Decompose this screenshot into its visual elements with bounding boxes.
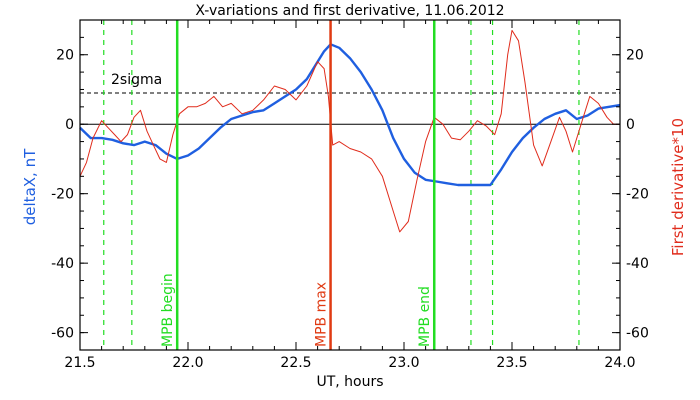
y-right-tick-label-3: -40 [626, 256, 649, 272]
x-tick-label-0: 21.5 [64, 355, 95, 371]
sigma-label: 2sigma [111, 72, 162, 88]
x-tick-label-3: 23.0 [388, 355, 419, 371]
plot-layer-events: MPB begin MPB max MPB end [160, 20, 436, 350]
event-label-0: MPB begin [160, 273, 176, 347]
series-derivative-line [79, 29, 620, 233]
y-axis-label-right: First derivative*10 [669, 118, 687, 256]
y-tick-label-1: 0 [65, 117, 74, 133]
plot-frame [79, 19, 621, 351]
y-right-tick-label-2: -20 [626, 187, 649, 203]
y-right-tick-label-0: 20 [626, 48, 644, 64]
y-tick-label-4: -60 [51, 326, 74, 342]
x-axis-label: UT, hours [316, 374, 383, 390]
plot-layer-axes: 21.5 22.0 22.5 23.0 23.5 24.0 20 0 -20 -40 -60 20 0 -… [51, 19, 649, 371]
y-tick-label-2: -20 [51, 187, 74, 203]
event-label-1: MPB max [314, 282, 330, 347]
y-tick-label-0: 20 [56, 48, 74, 64]
plot-layer-guides [80, 20, 620, 350]
x-tick-label-5: 24.0 [604, 355, 635, 371]
y-axis-label-left: deltaX, nT [21, 148, 39, 225]
y-right-tick-label-1: 0 [626, 117, 635, 133]
series-deltaX-line [79, 43, 621, 187]
y-tick-label-3: -40 [51, 256, 74, 272]
chart-title: X-variations and first derivative, 11.06… [195, 3, 504, 19]
x-tick-label-4: 23.5 [496, 355, 527, 371]
event-label-2: MPB end [417, 286, 433, 347]
plot-layer-series [79, 29, 621, 233]
x-tick-label-2: 22.5 [280, 355, 311, 371]
y-right-tick-label-4: -60 [626, 326, 649, 342]
x-tick-label-1: 22.0 [172, 355, 203, 371]
